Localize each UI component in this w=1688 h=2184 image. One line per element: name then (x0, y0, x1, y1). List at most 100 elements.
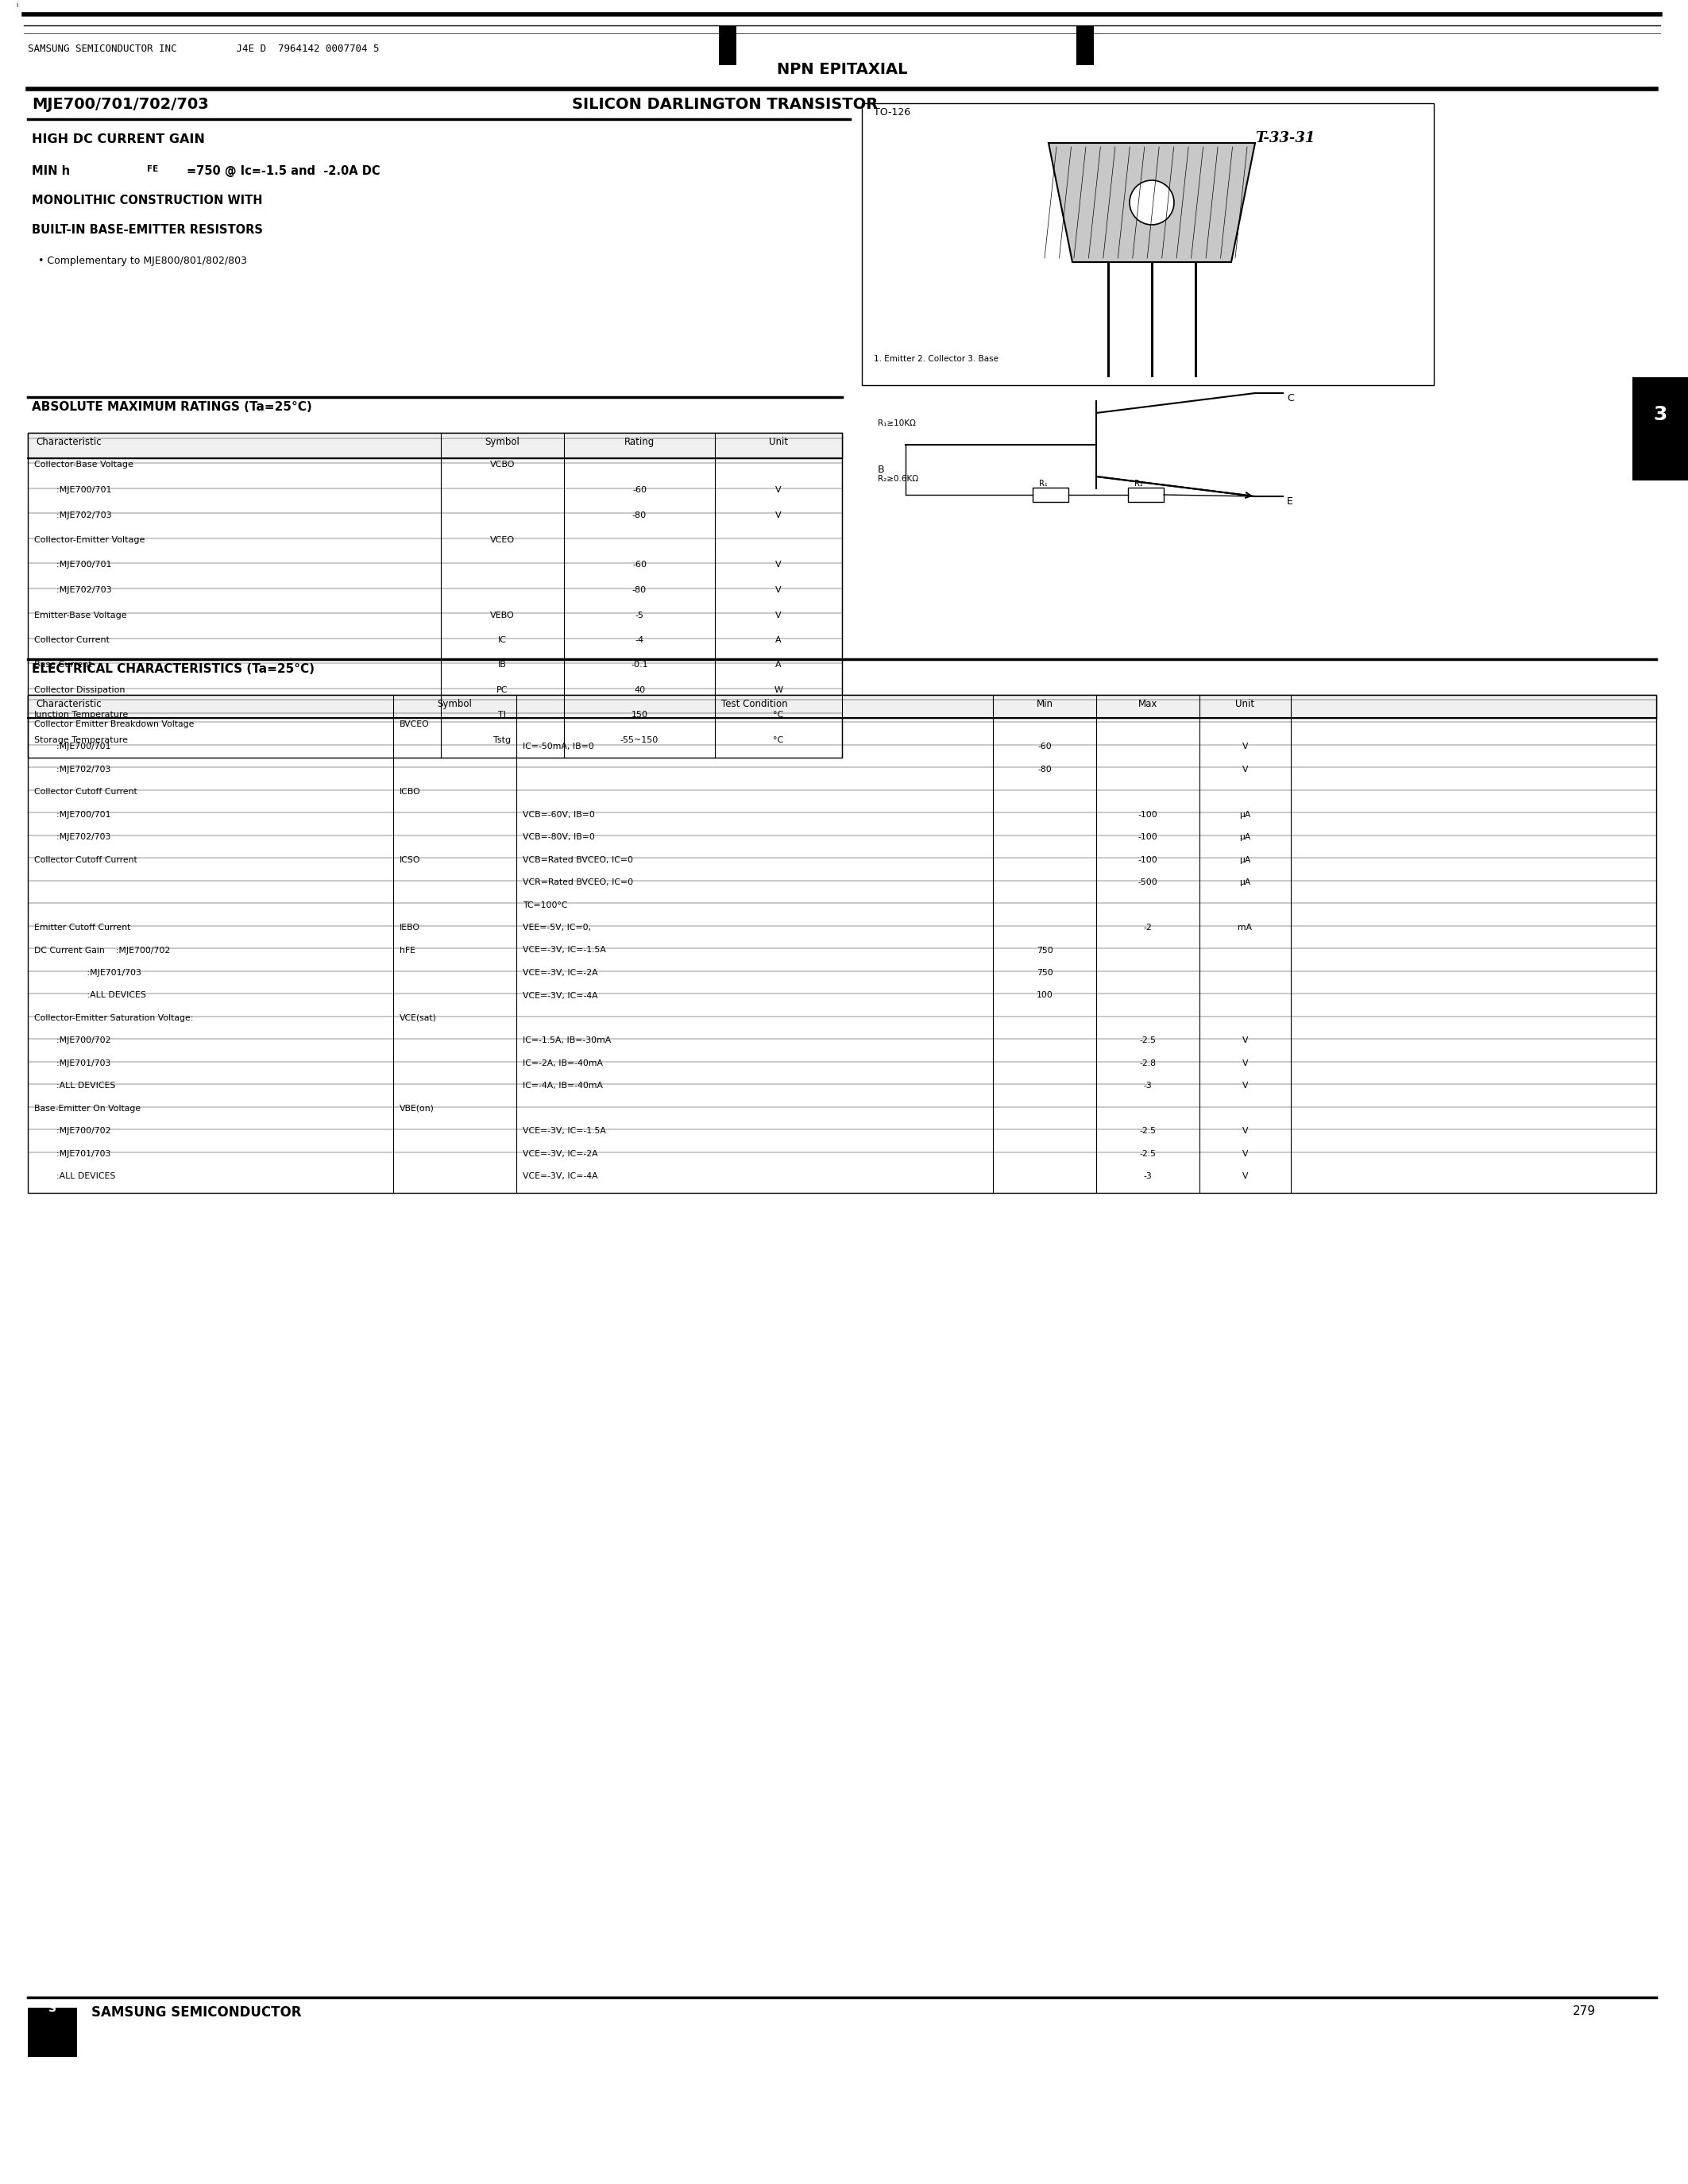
Text: :MJE701/703: :MJE701/703 (34, 970, 142, 976)
Text: Collector-Base Voltage: Collector-Base Voltage (34, 461, 133, 470)
Text: A: A (775, 636, 782, 644)
Text: Base-Emitter On Voltage: Base-Emitter On Voltage (34, 1105, 140, 1112)
Text: S: S (49, 2003, 56, 2014)
Text: B: B (878, 465, 885, 474)
Text: -2: -2 (1143, 924, 1153, 933)
Text: VCE=-3V, IC=-2A: VCE=-3V, IC=-2A (523, 970, 598, 976)
Text: -2.5: -2.5 (1139, 1127, 1156, 1136)
Text: VCE=-3V, IC=-1.5A: VCE=-3V, IC=-1.5A (523, 1127, 606, 1136)
Text: -80: -80 (633, 585, 647, 594)
Text: -80: -80 (1038, 764, 1052, 773)
Circle shape (1129, 181, 1175, 225)
Text: SAMSUNG SEMICONDUCTOR: SAMSUNG SEMICONDUCTOR (91, 2005, 302, 2020)
Text: V: V (1242, 764, 1247, 773)
Text: SAMSUNG SEMICONDUCTOR INC          J4E D  7964142 0007704 5: SAMSUNG SEMICONDUCTOR INC J4E D 7964142 … (27, 44, 380, 55)
Text: i: i (15, 2, 19, 9)
Text: TC=100°C: TC=100°C (523, 902, 567, 909)
Text: Collector-Emitter Voltage: Collector-Emitter Voltage (34, 535, 145, 544)
Text: Emitter-Base Voltage: Emitter-Base Voltage (34, 612, 127, 618)
Text: -100: -100 (1138, 856, 1158, 863)
Text: ELECTRICAL CHARACTERISTICS (Ta=25°C): ELECTRICAL CHARACTERISTICS (Ta=25°C) (32, 664, 314, 675)
Text: TO-126: TO-126 (874, 107, 910, 118)
Text: VCEO: VCEO (490, 535, 515, 544)
Text: FE: FE (147, 166, 159, 173)
Text: VEE=-5V, IC=0,: VEE=-5V, IC=0, (523, 924, 591, 933)
Text: IB: IB (498, 662, 506, 668)
Text: PC: PC (496, 686, 508, 695)
Text: °C: °C (773, 712, 783, 719)
Text: Collector Emitter Breakdown Voltage: Collector Emitter Breakdown Voltage (34, 721, 194, 727)
Text: BUILT-IN BASE-EMITTER RESISTORS: BUILT-IN BASE-EMITTER RESISTORS (32, 225, 263, 236)
Text: VCE(sat): VCE(sat) (400, 1013, 437, 1022)
Text: Collector Dissipation: Collector Dissipation (34, 686, 125, 695)
Text: VCB=Rated BVCEO, IC=0: VCB=Rated BVCEO, IC=0 (523, 856, 633, 863)
Text: Min: Min (1036, 699, 1053, 710)
Text: MONOLITHIC CONSTRUCTION WITH: MONOLITHIC CONSTRUCTION WITH (32, 194, 263, 207)
Text: R₂≥0.6KΩ: R₂≥0.6KΩ (878, 474, 918, 483)
Text: VCE=-3V, IC=-2A: VCE=-3V, IC=-2A (523, 1151, 598, 1158)
Text: NPN EPITAXIAL: NPN EPITAXIAL (776, 61, 908, 76)
Text: -80: -80 (633, 511, 647, 520)
Text: V: V (775, 585, 782, 594)
Text: VCR=Rated BVCEO, IC=0: VCR=Rated BVCEO, IC=0 (523, 878, 633, 887)
Text: Unit: Unit (770, 437, 788, 448)
Text: VBE(on): VBE(on) (400, 1105, 434, 1112)
Text: W: W (775, 686, 783, 695)
Text: :MJE700/702: :MJE700/702 (34, 1037, 111, 1044)
Text: :MJE700/701: :MJE700/701 (34, 743, 111, 751)
Text: Storage Temperature: Storage Temperature (34, 736, 128, 745)
Text: VCBO: VCBO (490, 461, 515, 470)
Text: -0.1: -0.1 (631, 662, 648, 668)
Text: TJ: TJ (498, 712, 506, 719)
Text: Unit: Unit (1236, 699, 1254, 710)
Text: :MJE702/703: :MJE702/703 (34, 832, 111, 841)
Text: V: V (1242, 1173, 1247, 1182)
Text: -2.8: -2.8 (1139, 1059, 1156, 1068)
Text: -3: -3 (1143, 1081, 1153, 1090)
Text: V: V (775, 511, 782, 520)
Text: DC Current Gain    :MJE700/702: DC Current Gain :MJE700/702 (34, 946, 170, 954)
Text: :MJE701/703: :MJE701/703 (34, 1059, 111, 1068)
Text: :ALL DEVICES: :ALL DEVICES (34, 1173, 115, 1182)
Text: Collector-Emitter Saturation Voltage:: Collector-Emitter Saturation Voltage: (34, 1013, 194, 1022)
Text: 40: 40 (635, 686, 645, 695)
Text: :MJE700/702: :MJE700/702 (34, 1127, 111, 1136)
Text: :MJE700/701: :MJE700/701 (34, 487, 111, 494)
Bar (27, 2007, 78, 2057)
Text: Collector Cutoff Current: Collector Cutoff Current (34, 788, 137, 795)
Text: Collector Current: Collector Current (34, 636, 110, 644)
Bar (27, 432, 842, 459)
Text: μA: μA (1239, 810, 1251, 819)
Text: 1. Emitter 2. Collector 3. Base: 1. Emitter 2. Collector 3. Base (874, 356, 999, 363)
Text: R₁: R₁ (1040, 480, 1048, 487)
Text: VCE=-3V, IC=-4A: VCE=-3V, IC=-4A (523, 1173, 598, 1182)
Text: V: V (775, 612, 782, 618)
Bar (1077, 26, 1094, 66)
Text: VCB=-80V, IB=0: VCB=-80V, IB=0 (523, 832, 594, 841)
Text: -2.5: -2.5 (1139, 1037, 1156, 1044)
Text: μA: μA (1239, 856, 1251, 863)
Text: V: V (775, 487, 782, 494)
Bar (719, 26, 736, 66)
Text: 3: 3 (1653, 404, 1668, 424)
Text: VEBO: VEBO (490, 612, 515, 618)
Text: VCE=-3V, IC=-4A: VCE=-3V, IC=-4A (523, 992, 598, 1000)
Text: IC=-2A, IB=-40mA: IC=-2A, IB=-40mA (523, 1059, 603, 1068)
Text: :ALL DEVICES: :ALL DEVICES (34, 1081, 115, 1090)
Text: Emitter Cutoff Current: Emitter Cutoff Current (34, 924, 130, 933)
Text: V: V (775, 561, 782, 570)
Text: :MJE702/703: :MJE702/703 (34, 585, 111, 594)
Text: Characteristic: Characteristic (35, 437, 101, 448)
Text: :MJE702/703: :MJE702/703 (34, 511, 111, 520)
Text: :ALL DEVICES: :ALL DEVICES (34, 992, 147, 1000)
Text: :MJE701/703: :MJE701/703 (34, 1151, 111, 1158)
Text: Base Current: Base Current (34, 662, 91, 668)
Text: V: V (1242, 1127, 1247, 1136)
Text: C: C (1286, 393, 1293, 404)
Text: =750 @ Ic=-1.5 and  -2.0A DC: =750 @ Ic=-1.5 and -2.0A DC (187, 166, 380, 177)
Text: V: V (1242, 1037, 1247, 1044)
Text: :MJE702/703: :MJE702/703 (34, 764, 111, 773)
Bar (27, 695, 1656, 1192)
Text: Symbol: Symbol (484, 437, 520, 448)
Text: T-33-31: T-33-31 (1256, 131, 1315, 146)
